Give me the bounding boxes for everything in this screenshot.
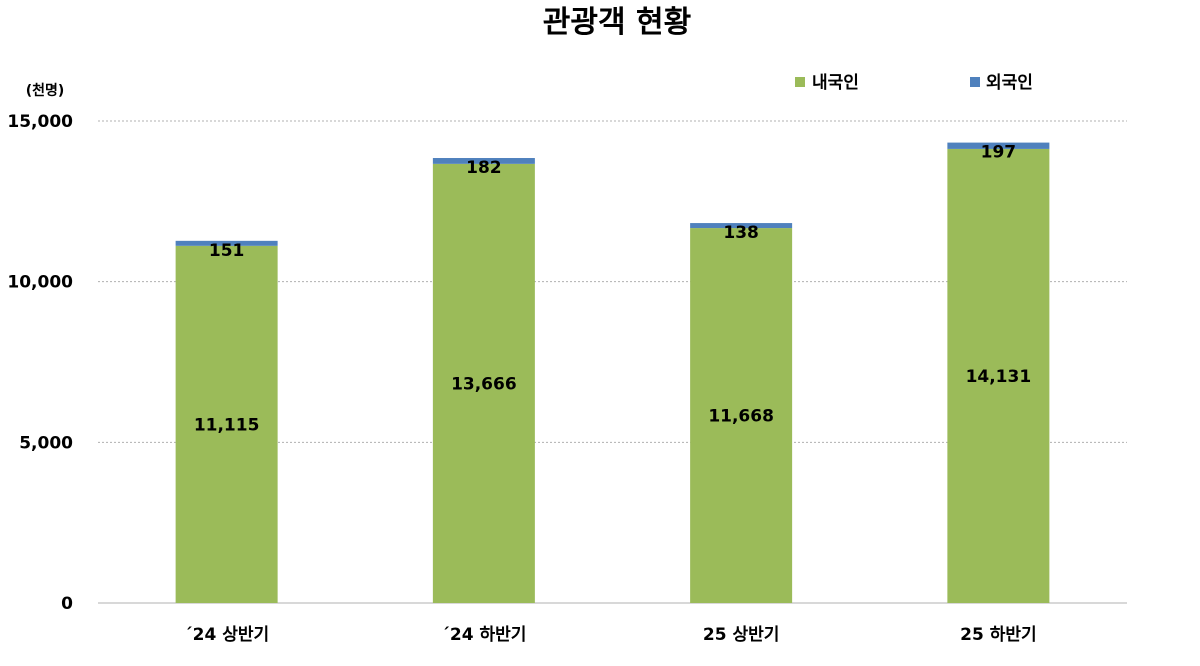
x-tick-label: ´24 상반기 [184, 625, 269, 645]
bars-layer [175, 142, 1050, 604]
chart-title: 관광객 현황 [543, 5, 691, 40]
y-axis-ticks: 0 5,000 10,000 15,000 [7, 112, 73, 614]
data-label-domestic: 13,666 [451, 374, 517, 394]
data-label-domestic: 14,131 [966, 367, 1032, 387]
legend-label: 외국인 [986, 73, 1033, 93]
legend: 내국인 외국인 [795, 73, 1033, 93]
data-label-foreign: 138 [723, 223, 759, 243]
y-tick-label: 10,000 [7, 273, 73, 293]
bar-foreign [690, 223, 793, 229]
x-tick-label: 25 상반기 [703, 625, 780, 645]
data-label-foreign: 151 [209, 241, 245, 261]
bar-domestic [175, 245, 278, 603]
x-tick-label: 25 하반기 [960, 625, 1037, 645]
y-axis-unit-label: (천명) [26, 82, 65, 99]
bar-domestic [690, 228, 793, 603]
y-tick-label: 5,000 [19, 433, 73, 453]
bar-foreign [432, 158, 535, 164]
legend-swatch [970, 77, 980, 87]
y-tick-label: 0 [61, 594, 73, 614]
bar-domestic [947, 148, 1050, 603]
data-label-foreign: 182 [466, 158, 502, 178]
x-axis-ticks: ´24 상반기 ´24 하반기 25 상반기 25 하반기 [184, 625, 1037, 645]
y-tick-label: 15,000 [7, 112, 73, 132]
data-labels-layer: 11,115 151 13,666 182 11,668 138 14,131 197 [194, 143, 1031, 436]
legend-label: 내국인 [812, 73, 859, 93]
bar-foreign [175, 240, 278, 246]
data-label-domestic: 11,668 [708, 407, 774, 427]
bar-domestic [432, 163, 535, 604]
data-label-foreign: 197 [981, 143, 1017, 163]
x-tick-label: ´24 하반기 [441, 625, 526, 645]
data-label-domestic: 11,115 [194, 415, 260, 435]
bar-foreign [947, 142, 1050, 149]
legend-swatch [795, 77, 805, 87]
